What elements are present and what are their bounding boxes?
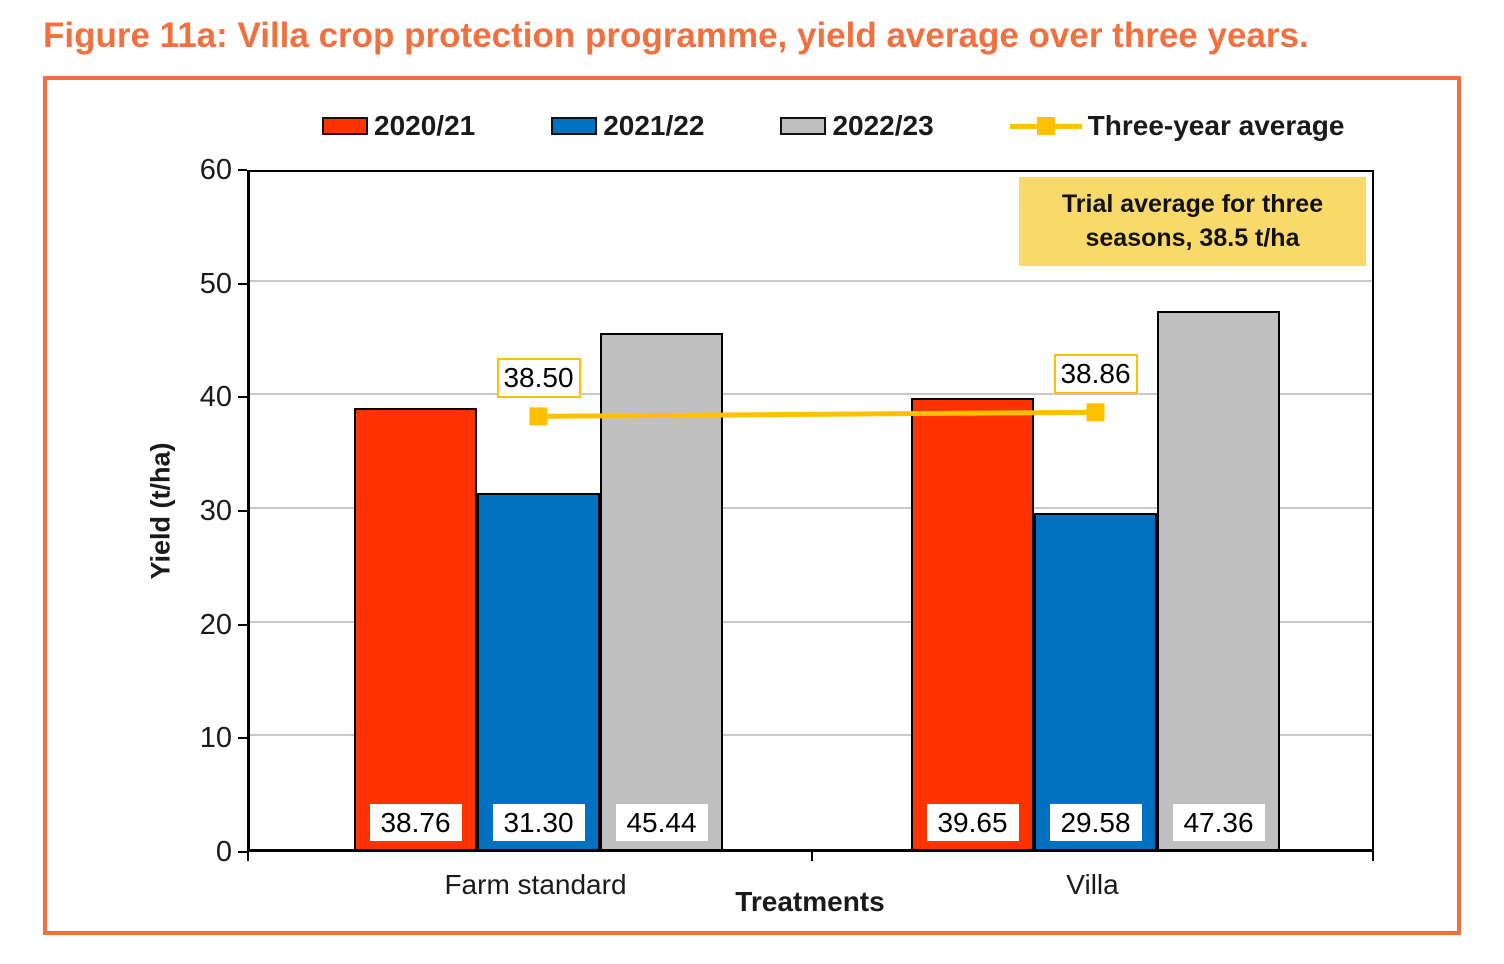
y-tick-mark bbox=[238, 282, 247, 285]
bar-2020-21-farm-standard bbox=[354, 408, 477, 849]
figure-title: Figure 11a: Villa crop protection progra… bbox=[43, 16, 1309, 55]
y-tick-label: 0 bbox=[215, 836, 232, 868]
y-tick-mark bbox=[238, 737, 247, 740]
y-tick-mark bbox=[238, 169, 247, 171]
trial-average-annotation: Trial average for three seasons, 38.5 t/… bbox=[1019, 177, 1366, 266]
x-category-label: Farm standard bbox=[444, 869, 627, 900]
bar-value-label: 45.44 bbox=[615, 804, 708, 841]
legend-line-marker-icon bbox=[1009, 116, 1082, 136]
legend-label: Three-year average bbox=[1087, 110, 1345, 141]
y-tick-label: 30 bbox=[199, 495, 232, 527]
bar-value-label: 47.36 bbox=[1172, 804, 1265, 841]
x-tick-mark bbox=[1372, 852, 1374, 861]
y-tick-mark bbox=[238, 623, 247, 626]
x-tick-mark bbox=[247, 852, 249, 861]
average-point-label: 38.86 bbox=[1053, 354, 1138, 395]
legend-swatch-icon bbox=[551, 117, 598, 135]
legend-item: 2021/22 bbox=[551, 110, 704, 142]
legend-item: Three-year average bbox=[1009, 110, 1345, 142]
legend-swatch-icon bbox=[322, 117, 368, 135]
bar-value-label: 38.76 bbox=[369, 804, 462, 841]
y-tick-label: 40 bbox=[199, 381, 232, 414]
average-point-label: 38.50 bbox=[496, 358, 581, 399]
legend-swatch-icon bbox=[780, 117, 827, 135]
y-tick-label: 20 bbox=[199, 608, 232, 641]
x-category-label: Villa bbox=[1066, 869, 1119, 900]
legend-label: 2021/22 bbox=[603, 110, 705, 141]
y-tick-mark bbox=[238, 396, 247, 399]
gridline bbox=[250, 507, 1372, 509]
bar-2021-22-farm-standard bbox=[477, 493, 600, 849]
gridline bbox=[250, 734, 1372, 737]
bar-value-label: 29.58 bbox=[1049, 804, 1142, 841]
legend-item: 2022/23 bbox=[780, 110, 934, 142]
bar-2021-22-villa bbox=[1034, 512, 1157, 849]
legend-label: 2020/21 bbox=[374, 110, 476, 141]
bar-2022-23-villa bbox=[1157, 310, 1280, 849]
annotation-line-2: seasons, 38.5 t/ha bbox=[1085, 223, 1300, 252]
plot-area: 38.76 31.30 45.44 39.65 29.58 47.36 38.50 38.8… bbox=[247, 170, 1374, 852]
y-tick-label: 10 bbox=[199, 722, 232, 755]
gridline bbox=[250, 279, 1372, 282]
y-tick-label: 60 bbox=[199, 154, 232, 186]
chart-frame: 2020/21 2021/22 2022/23 Three-year average … bbox=[43, 76, 1461, 935]
y-tick-label: 50 bbox=[199, 267, 232, 300]
y-tick-mark bbox=[238, 510, 247, 512]
x-tick-mark bbox=[810, 852, 813, 861]
gridline bbox=[250, 620, 1372, 623]
legend: 2020/21 2021/22 2022/23 Three-year average bbox=[322, 110, 1344, 142]
bar-value-label: 31.30 bbox=[492, 804, 585, 841]
bar-value-label: 39.65 bbox=[926, 804, 1019, 841]
bar-2020-21-villa bbox=[911, 398, 1034, 849]
bar-2022-23-farm-standard bbox=[600, 332, 723, 849]
x-axis-title: Treatments bbox=[735, 886, 885, 917]
legend-label: 2022/23 bbox=[832, 110, 934, 141]
y-tick-mark bbox=[238, 851, 247, 853]
legend-item: 2020/21 bbox=[322, 110, 475, 142]
gridline bbox=[250, 393, 1372, 396]
annotation-line-1: Trial average for three bbox=[1061, 189, 1324, 218]
